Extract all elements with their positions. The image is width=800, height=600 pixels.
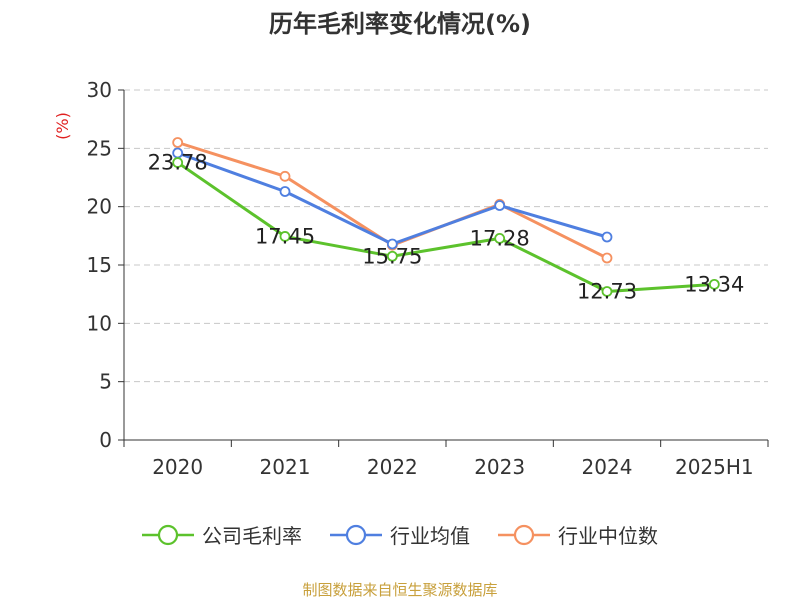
grid-lines xyxy=(124,89,768,383)
data-point xyxy=(172,157,184,168)
axes: 0 5 10 15 20 25 30 2020 2021 2022 2023 2024 2025H1 (%… xyxy=(53,78,769,479)
data-point xyxy=(279,186,291,197)
legend-label: 行业均值 xyxy=(390,524,470,548)
legend-swatch xyxy=(498,524,550,545)
legend-label: 公司毛利率 xyxy=(202,524,302,548)
y-tick-label: 0 xyxy=(99,428,112,452)
legend-swatch-marker xyxy=(345,524,367,545)
legend-item[interactable]: 行业均值 xyxy=(330,520,470,549)
data-point xyxy=(279,231,291,242)
data-point xyxy=(172,137,184,148)
data-point xyxy=(601,231,613,243)
legend-item[interactable]: 公司毛利率 xyxy=(142,520,302,549)
data-point xyxy=(708,278,720,290)
source-note: 制图数据来自恒生聚源数据库 xyxy=(302,581,498,599)
data-label: 12.73 xyxy=(577,279,637,303)
data-point xyxy=(601,286,613,297)
y-tick-label: 25 xyxy=(87,136,112,160)
series-line xyxy=(177,151,608,246)
series-lines xyxy=(172,137,720,297)
chart-title: 历年毛利率变化情况(%) xyxy=(269,10,531,38)
legend-label: 行业中位数 xyxy=(558,524,658,548)
data-point xyxy=(494,200,506,211)
data-label: 13.34 xyxy=(684,272,744,296)
legend-item[interactable]: 行业中位数 xyxy=(498,520,658,549)
data-label: 17.28 xyxy=(470,226,530,250)
data-point xyxy=(279,170,291,182)
legend-swatch-marker xyxy=(157,524,179,545)
x-tick-label: 2023 xyxy=(474,455,525,479)
series-line xyxy=(176,161,715,293)
x-tick-label: 2024 xyxy=(582,455,633,479)
legend-swatch-marker xyxy=(513,524,535,545)
y-axis-label: (%) xyxy=(53,112,72,140)
x-tick-label: 2022 xyxy=(367,455,418,479)
data-label: 15.75 xyxy=(362,244,422,268)
data-point xyxy=(601,252,613,264)
y-tick-label: 5 xyxy=(99,370,112,394)
y-tick-label: 30 xyxy=(87,78,112,102)
legend-swatch xyxy=(142,524,194,545)
y-tick-label: 10 xyxy=(87,311,112,335)
x-tick-label: 2020 xyxy=(152,455,203,479)
data-label: 23.78 xyxy=(148,151,208,175)
data-point xyxy=(386,238,398,250)
data-label: 17.45 xyxy=(255,224,315,248)
legend: 公司毛利率 行业均值 行业中位数 xyxy=(0,520,800,549)
x-tick-label: 2025H1 xyxy=(675,455,754,479)
x-tick-label: 2021 xyxy=(260,455,311,479)
data-labels: 23.78 17.45 15.75 17.28 12.73 13.34 xyxy=(148,151,745,304)
y-tick-label: 15 xyxy=(87,253,112,277)
legend-swatch xyxy=(330,524,382,545)
y-tick-label: 20 xyxy=(87,195,112,219)
data-point xyxy=(494,232,506,244)
data-point xyxy=(386,250,398,262)
